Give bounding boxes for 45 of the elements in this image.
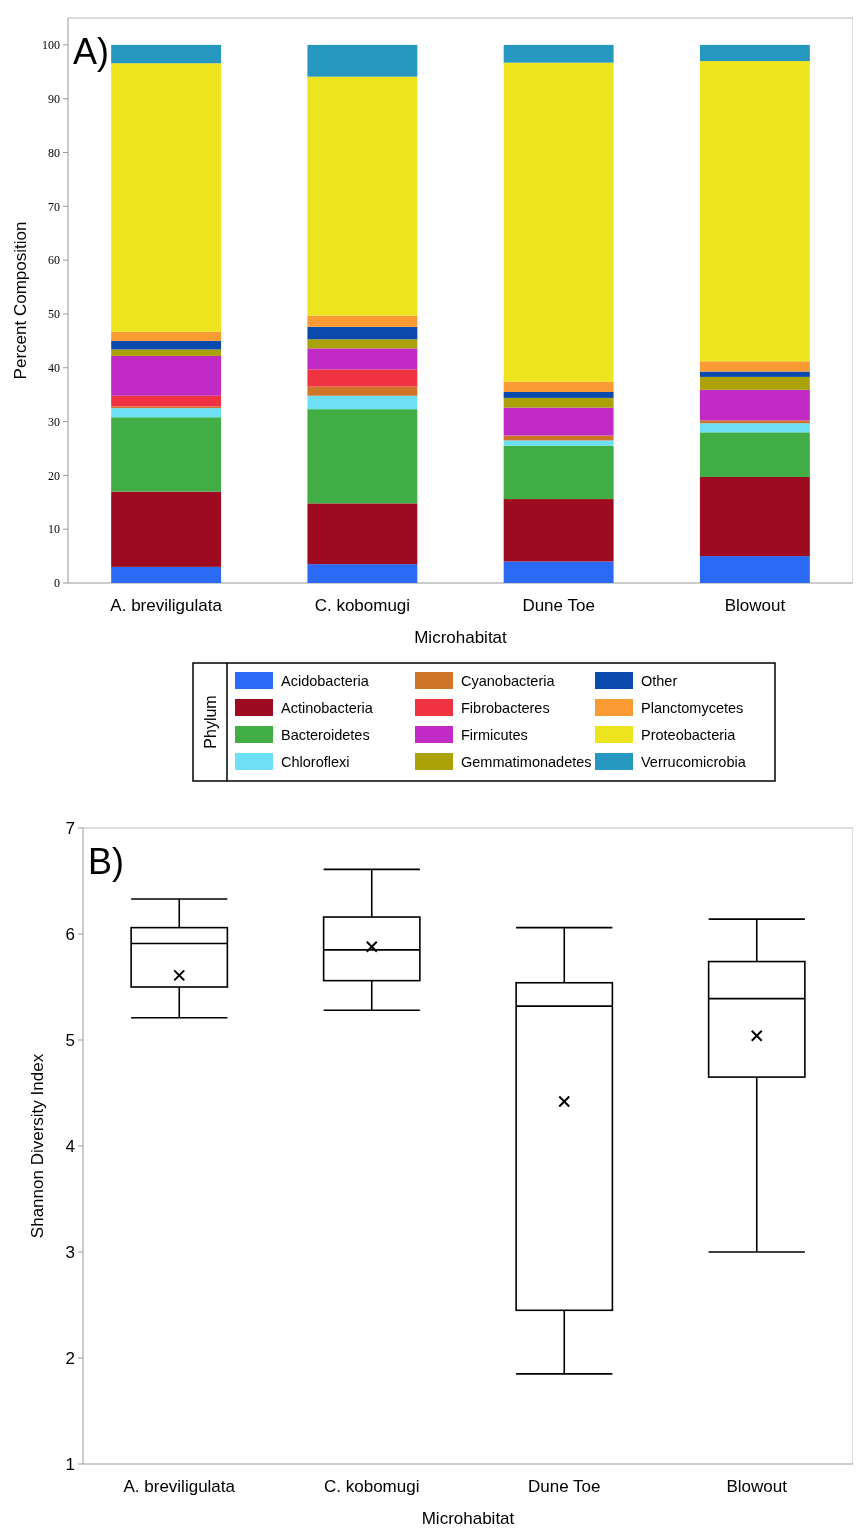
y-tick-label: 4 [65,1136,75,1156]
legend-label: Other [641,673,678,690]
legend-label: Actinobacteria [281,700,374,717]
x-tick-label: A. breviligulata [123,1477,236,1496]
x-tick-label: C. kobomugi [324,1477,420,1496]
y-tick-label: 30 [48,414,60,429]
x-axis-title: Microhabitat [414,628,508,647]
legend-label: Gemmatimonadetes [461,754,592,771]
y-tick-label: 90 [48,91,60,106]
y-tick-label: 6 [65,924,75,944]
x-tick-label: A. breviligulata [110,596,223,615]
y-tick-label: 5 [65,1030,75,1050]
y-tick-label: 0 [54,576,60,591]
legend-label: Acidobacteria [281,673,370,690]
legend-label: Cyanobacteria [461,673,556,690]
x-tick-label: Dune Toe [528,1477,601,1496]
chart-title: B) [88,841,124,882]
x-tick-label: C. kobomugi [314,596,411,615]
y-tick-label: 60 [48,253,60,268]
y-tick-label: 20 [48,468,60,483]
y-tick-label: 2 [65,1348,75,1368]
y-axis-title: Shannon Diversity Index [28,1053,47,1239]
y-tick-label: 40 [48,360,60,375]
legend-label: Firmicutes [461,727,528,744]
y-tick-label: 3 [65,1242,75,1262]
x-tick-label: Dune Toe [522,596,595,615]
legend-title: Phylum [202,695,219,749]
y-tick-label: 10 [48,522,60,537]
legend-label: Planctomycetes [641,700,744,717]
y-tick-label: 100 [42,38,60,53]
y-tick-label: 80 [48,145,60,160]
y-tick-label: 70 [48,199,60,214]
y-tick-label: 50 [48,307,60,322]
legend-label: Verrucomicrobia [641,754,747,771]
legend-label: Fibrobacteres [461,700,550,717]
y-tick-label: 7 [65,818,75,838]
legend-label: Chloroflexi [281,754,350,771]
x-tick-label: Blowout [726,1477,788,1496]
legend-label: Bacteroidetes [281,727,370,744]
x-tick-label: Blowout [724,596,786,615]
y-axis-title: Percent Composition [11,221,30,380]
x-axis-title: Microhabitat [421,1509,515,1528]
y-tick-label: 1 [65,1454,75,1474]
chart-title: A) [73,31,109,72]
legend-label: Proteobacteria [641,727,737,744]
